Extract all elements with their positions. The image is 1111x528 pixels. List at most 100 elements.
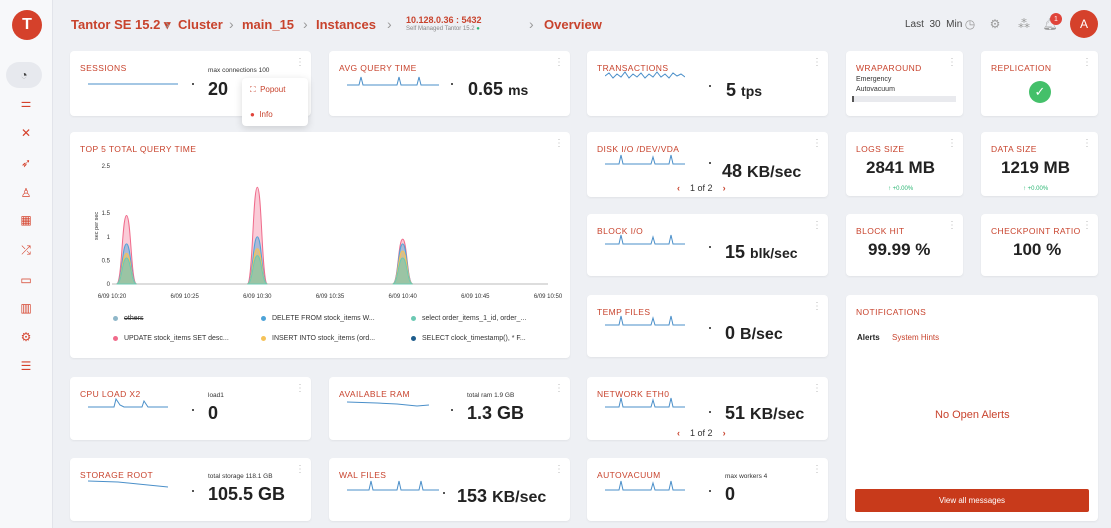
card-title: STORAGE ROOT bbox=[80, 470, 154, 480]
top5-query-card: TOP 5 TOTAL QUERY TIME ⋮ 2.5 1.5 1 0.5 0 sec … bbox=[70, 132, 570, 358]
temp-files-sparkline bbox=[605, 315, 685, 326]
logs-size-card: LOGS SIZE ⋮ 2841 MB ↑ +0.00% bbox=[846, 132, 963, 196]
host-subtitle: Self Managed Tantor 15.2 ● bbox=[406, 26, 480, 32]
breadcrumb-version[interactable]: Tantor SE 15.2 ▾ bbox=[71, 17, 171, 32]
kebab-menu-icon[interactable]: ⋮ bbox=[812, 138, 822, 149]
kebab-menu-icon[interactable]: ⋮ bbox=[947, 138, 957, 149]
chevron-left-icon[interactable]: ‹ bbox=[677, 183, 680, 193]
card-title: AUTOVACUUM bbox=[597, 470, 661, 480]
avg-query-sparkline bbox=[347, 76, 439, 86]
kebab-menu-icon[interactable]: ⋮ bbox=[812, 220, 822, 231]
tools-icon[interactable]: ✕ bbox=[20, 126, 32, 140]
card-title: SESSIONS bbox=[80, 63, 127, 73]
breadcrumb-host[interactable]: 10.128.0.36 : 5432 bbox=[406, 15, 482, 25]
kebab-menu-icon[interactable]: ⋮ bbox=[947, 220, 957, 231]
user-search-icon[interactable]: ♙ bbox=[20, 186, 32, 200]
autovacuum-card: AUTOVACUUM ⋮ max workers 4 0 bbox=[587, 458, 828, 521]
clock-icon[interactable]: ◷ bbox=[964, 17, 976, 31]
card-title: NOTIFICATIONS bbox=[856, 307, 927, 317]
tick-mark bbox=[451, 409, 453, 411]
tab-alerts[interactable]: Alerts bbox=[857, 333, 880, 342]
chevron-left-icon[interactable]: ‹ bbox=[677, 428, 680, 438]
view-all-messages-button[interactable]: View all messages bbox=[855, 489, 1089, 512]
kebab-menu-icon[interactable]: ⋮ bbox=[1082, 138, 1092, 149]
rocket-icon[interactable]: ➶ bbox=[20, 156, 32, 170]
kebab-menu-icon[interactable]: ⋮ bbox=[812, 464, 822, 475]
popout-menu-item[interactable]: ⛶ Popout bbox=[250, 85, 286, 94]
card-title: LOGS SIZE bbox=[856, 144, 905, 154]
transactions-sparkline bbox=[605, 71, 685, 79]
folders-icon[interactable]: ▭ bbox=[20, 273, 32, 287]
kebab-menu-icon[interactable]: ⋮ bbox=[1082, 57, 1092, 68]
breadcrumb-node[interactable]: main_15 bbox=[242, 17, 295, 32]
table-icon[interactable]: ☰ bbox=[20, 359, 32, 373]
sliders-icon[interactable]: ⚌ bbox=[20, 96, 32, 110]
card-context-menu: ⛶ Popout ● Info bbox=[242, 78, 308, 126]
kebab-menu-icon[interactable]: ⋮ bbox=[812, 383, 822, 394]
tantor-logo[interactable]: T bbox=[12, 10, 42, 40]
card-title: CPU LOAD X2 bbox=[80, 389, 141, 399]
x-tick-label: 6/09 10:30 bbox=[243, 294, 272, 300]
tick-mark bbox=[709, 85, 711, 87]
y-tick-label: 0 bbox=[107, 282, 111, 288]
tab-system-hints[interactable]: System Hints bbox=[892, 333, 940, 342]
dashboard-icon[interactable]: ◔ bbox=[6, 62, 42, 88]
card-title: AVAILABLE RAM bbox=[339, 389, 411, 399]
transactions-value: 5 tps bbox=[726, 80, 763, 100]
settings-icon[interactable]: ⚙ bbox=[989, 17, 1001, 31]
temp-files-value: 0 B/sec bbox=[725, 323, 783, 343]
cpu-load-sublabel: load1 bbox=[208, 392, 224, 399]
breadcrumb-cluster[interactable]: Cluster bbox=[178, 17, 223, 32]
kebab-menu-icon[interactable]: ⋮ bbox=[947, 57, 957, 68]
block-hit-value: 99.99 % bbox=[868, 240, 931, 259]
chevron-right-icon[interactable]: › bbox=[722, 428, 726, 438]
breadcrumb-separator: › bbox=[529, 16, 534, 32]
total-storage-label: total storage 118.1 GB bbox=[208, 473, 273, 480]
topology-icon[interactable]: ⁂ bbox=[1018, 17, 1030, 31]
sessions-sparkline bbox=[88, 83, 178, 85]
kebab-menu-icon[interactable]: ⋮ bbox=[295, 57, 305, 68]
kebab-menu-icon[interactable]: ⋮ bbox=[554, 383, 564, 394]
kebab-menu-icon[interactable]: ⋮ bbox=[812, 301, 822, 312]
kebab-menu-icon[interactable]: ⋮ bbox=[554, 464, 564, 475]
chevron-right-icon[interactable]: › bbox=[722, 183, 726, 193]
network-value: 51 KB/sec bbox=[725, 403, 805, 423]
avatar[interactable]: A bbox=[1070, 10, 1098, 38]
autovacuum-sparkline bbox=[605, 480, 685, 491]
kebab-menu-icon[interactable]: ⋮ bbox=[554, 138, 564, 149]
cpu-load-sparkline bbox=[88, 397, 168, 408]
no-alerts-message: No Open Alerts bbox=[935, 409, 1010, 421]
legend-item: INSERT INTO stock_items (ord... bbox=[261, 335, 375, 342]
disk-io-value: 48 KB/sec bbox=[722, 161, 802, 181]
chart-area-peak bbox=[392, 257, 413, 285]
tick-mark bbox=[709, 327, 711, 329]
legend-item: DELETE FROM stock_items W... bbox=[261, 315, 375, 322]
max-connections-label: max connections 100 bbox=[208, 67, 270, 74]
check-circle-icon: ● bbox=[476, 26, 480, 32]
x-tick-label: 6/09 10:25 bbox=[170, 294, 199, 300]
y-tick-label: 1.5 bbox=[102, 211, 111, 217]
breadcrumb-instances[interactable]: Instances bbox=[316, 17, 376, 32]
disk-io-pager: ‹ 1 of 2 › bbox=[677, 183, 726, 193]
data-size-delta: ↑ +0.00% bbox=[1023, 186, 1049, 192]
kebab-menu-icon[interactable]: ⋮ bbox=[295, 464, 305, 475]
database-grid-icon[interactable]: ▦ bbox=[20, 213, 32, 227]
sidebar: T ◔ ⚌ ✕ ➶ ♙ ▦ ⤮ ▭ ▥ ⚙ ☰ bbox=[0, 0, 53, 528]
data-size-value: 1219 MB bbox=[1001, 158, 1070, 177]
shuffle-icon[interactable]: ⤮ bbox=[21, 242, 31, 257]
info-menu-item[interactable]: ● Info bbox=[250, 110, 273, 119]
avg-query-card: AVG QUERY TIME ⋮ 0.65 ms bbox=[329, 51, 570, 116]
x-tick-label: 6/09 10:50 bbox=[534, 294, 563, 300]
time-range-selector[interactable]: Last 30 Min bbox=[905, 19, 963, 30]
kebab-menu-icon[interactable]: ⋮ bbox=[554, 57, 564, 68]
bar-chart-icon[interactable]: ▥ bbox=[20, 301, 32, 315]
replication-card: REPLICATION ⋮ ✓ bbox=[981, 51, 1098, 116]
kebab-menu-icon[interactable]: ⋮ bbox=[812, 57, 822, 68]
card-title: TEMP FILES bbox=[597, 307, 651, 317]
kebab-menu-icon[interactable]: ⋮ bbox=[295, 383, 305, 394]
tick-mark bbox=[709, 490, 711, 492]
kebab-menu-icon[interactable]: ⋮ bbox=[1082, 220, 1092, 231]
gear-icon[interactable]: ⚙ bbox=[20, 330, 32, 344]
wraparound-line2: Autovacuum bbox=[856, 86, 895, 93]
tick-mark bbox=[443, 492, 445, 494]
